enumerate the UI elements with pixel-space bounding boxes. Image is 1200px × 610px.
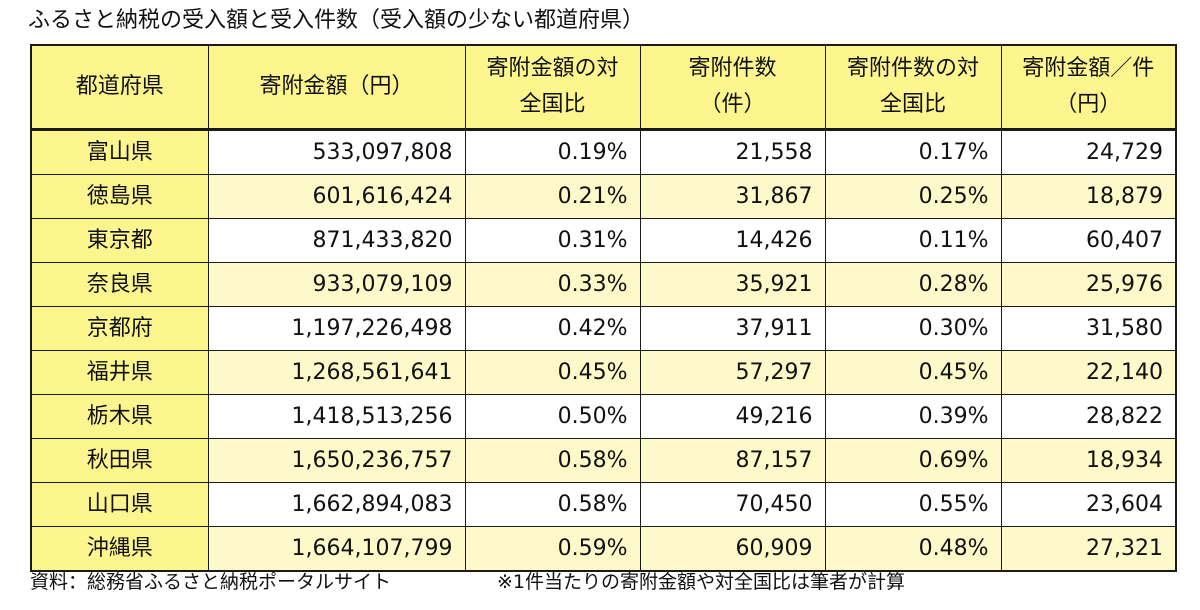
table-row: 秋田県 1,650,236,757 0.58% 87,157 0.69% 18,…: [30, 438, 1177, 483]
table-row: 奈良県 933,079,109 0.33% 35,921 0.28% 25,97…: [30, 262, 1177, 307]
count-share-cell: 0.11%: [824, 218, 1002, 263]
count-cell: 87,157: [639, 438, 826, 483]
amount-share-cell: 0.21%: [464, 174, 641, 219]
header-label: 都道府県: [75, 74, 164, 99]
per-case-cell: 60,407: [1000, 218, 1177, 263]
header-label: 寄附件数: [688, 56, 777, 81]
page-title: ふるさと納税の受入額と受入件数（受入額の少ない都道府県）: [28, 8, 645, 33]
per-case-cell: 18,934: [1000, 438, 1177, 483]
prefecture-cell: 栃木県: [30, 394, 209, 439]
count-cell: 70,450: [639, 482, 826, 527]
per-case-cell: 25,976: [1000, 262, 1177, 307]
amount-share-cell: 0.59%: [464, 526, 641, 572]
count-share-cell: 0.45%: [824, 350, 1002, 395]
table-row: 富山県 533,097,808 0.19% 21,558 0.17% 24,72…: [30, 129, 1177, 175]
per-case-cell: 24,729: [1000, 129, 1177, 175]
header-label: 寄附金額（円）: [259, 74, 414, 99]
amount-share-cell: 0.50%: [464, 394, 641, 439]
amount-share-cell: 0.33%: [464, 262, 641, 307]
amount-cell: 933,079,109: [207, 262, 466, 307]
prefecture-cell: 富山県: [30, 129, 209, 175]
header-label: 寄附件数の対: [846, 56, 979, 81]
table-row: 京都府 1,197,226,498 0.42% 37,911 0.30% 31,…: [30, 306, 1177, 351]
count-share-cell: 0.30%: [824, 306, 1002, 351]
source-note: 資料：総務省ふるさと納税ポータルサイト: [30, 571, 392, 593]
count-cell: 37,911: [639, 306, 826, 351]
count-cell: 31,867: [639, 174, 826, 219]
header-donation-count: 寄附件数 （件）: [639, 44, 826, 130]
count-share-cell: 0.17%: [824, 129, 1002, 175]
table-row: 福井県 1,268,561,641 0.45% 57,297 0.45% 22,…: [30, 350, 1177, 395]
count-cell: 60,909: [639, 526, 826, 572]
donation-table: 都道府県 寄附金額（円） 寄附金額の対 全国比 寄附件数 （件） 寄附件数の対 …: [30, 44, 1177, 572]
amount-share-cell: 0.58%: [464, 438, 641, 483]
count-cell: 35,921: [639, 262, 826, 307]
per-case-cell: 27,321: [1000, 526, 1177, 572]
per-case-cell: 22,140: [1000, 350, 1177, 395]
table-row: 東京都 871,433,820 0.31% 14,426 0.11% 60,40…: [30, 218, 1177, 263]
count-share-cell: 0.55%: [824, 482, 1002, 527]
prefecture-cell: 秋田県: [30, 438, 209, 483]
prefecture-cell: 徳島県: [30, 174, 209, 219]
per-case-cell: 18,879: [1000, 174, 1177, 219]
amount-share-cell: 0.45%: [464, 350, 641, 395]
amount-cell: 1,662,894,083: [207, 482, 466, 527]
amount-cell: 533,097,808: [207, 129, 466, 175]
count-share-cell: 0.39%: [824, 394, 1002, 439]
prefecture-cell: 福井県: [30, 350, 209, 395]
header-label: 寄附金額の対: [486, 56, 619, 81]
amount-cell: 1,197,226,498: [207, 306, 466, 351]
count-cell: 21,558: [639, 129, 826, 175]
amount-share-cell: 0.42%: [464, 306, 641, 351]
prefecture-cell: 奈良県: [30, 262, 209, 307]
table-header-row: 都道府県 寄附金額（円） 寄附金額の対 全国比 寄附件数 （件） 寄附件数の対 …: [30, 44, 1177, 130]
header-donation-amount: 寄附金額（円）: [207, 44, 466, 130]
amount-share-cell: 0.19%: [464, 129, 641, 175]
amount-share-cell: 0.58%: [464, 482, 641, 527]
calculation-note: ※1件当たりの寄附金額や対全国比は筆者が計算: [497, 571, 906, 593]
prefecture-cell: 京都府: [30, 306, 209, 351]
header-count-share: 寄附件数の対 全国比: [824, 44, 1002, 130]
amount-cell: 1,418,513,256: [207, 394, 466, 439]
header-amount-share: 寄附金額の対 全国比: [464, 44, 641, 130]
count-cell: 49,216: [639, 394, 826, 439]
table-row: 栃木県 1,418,513,256 0.50% 49,216 0.39% 28,…: [30, 394, 1177, 439]
header-sublabel: 全国比: [879, 92, 946, 117]
prefecture-cell: 山口県: [30, 482, 209, 527]
footer: 資料：総務省ふるさと納税ポータルサイト ※1件当たりの寄附金額や対全国比は筆者が…: [30, 568, 905, 596]
amount-cell: 1,664,107,799: [207, 526, 466, 572]
count-cell: 14,426: [639, 218, 826, 263]
table-row: 沖縄県 1,664,107,799 0.59% 60,909 0.48% 27,…: [30, 526, 1177, 572]
count-share-cell: 0.25%: [824, 174, 1002, 219]
amount-cell: 1,650,236,757: [207, 438, 466, 483]
amount-share-cell: 0.31%: [464, 218, 641, 263]
table-row: 徳島県 601,616,424 0.21% 31,867 0.25% 18,87…: [30, 174, 1177, 219]
header-sublabel: （件）: [699, 92, 766, 117]
amount-cell: 601,616,424: [207, 174, 466, 219]
table-row: 山口県 1,662,894,083 0.58% 70,450 0.55% 23,…: [30, 482, 1177, 527]
per-case-cell: 23,604: [1000, 482, 1177, 527]
header-amount-per-case: 寄附金額／件 （円）: [1000, 44, 1177, 130]
amount-cell: 1,268,561,641: [207, 350, 466, 395]
prefecture-cell: 東京都: [30, 218, 209, 263]
count-cell: 57,297: [639, 350, 826, 395]
header-sublabel: （円）: [1055, 92, 1122, 117]
per-case-cell: 31,580: [1000, 306, 1177, 351]
amount-cell: 871,433,820: [207, 218, 466, 263]
count-share-cell: 0.69%: [824, 438, 1002, 483]
count-share-cell: 0.28%: [824, 262, 1002, 307]
header-sublabel: 全国比: [519, 92, 586, 117]
header-prefecture: 都道府県: [30, 44, 209, 130]
per-case-cell: 28,822: [1000, 394, 1177, 439]
header-label: 寄附金額／件: [1022, 56, 1155, 81]
prefecture-cell: 沖縄県: [30, 526, 209, 572]
count-share-cell: 0.48%: [824, 526, 1002, 572]
